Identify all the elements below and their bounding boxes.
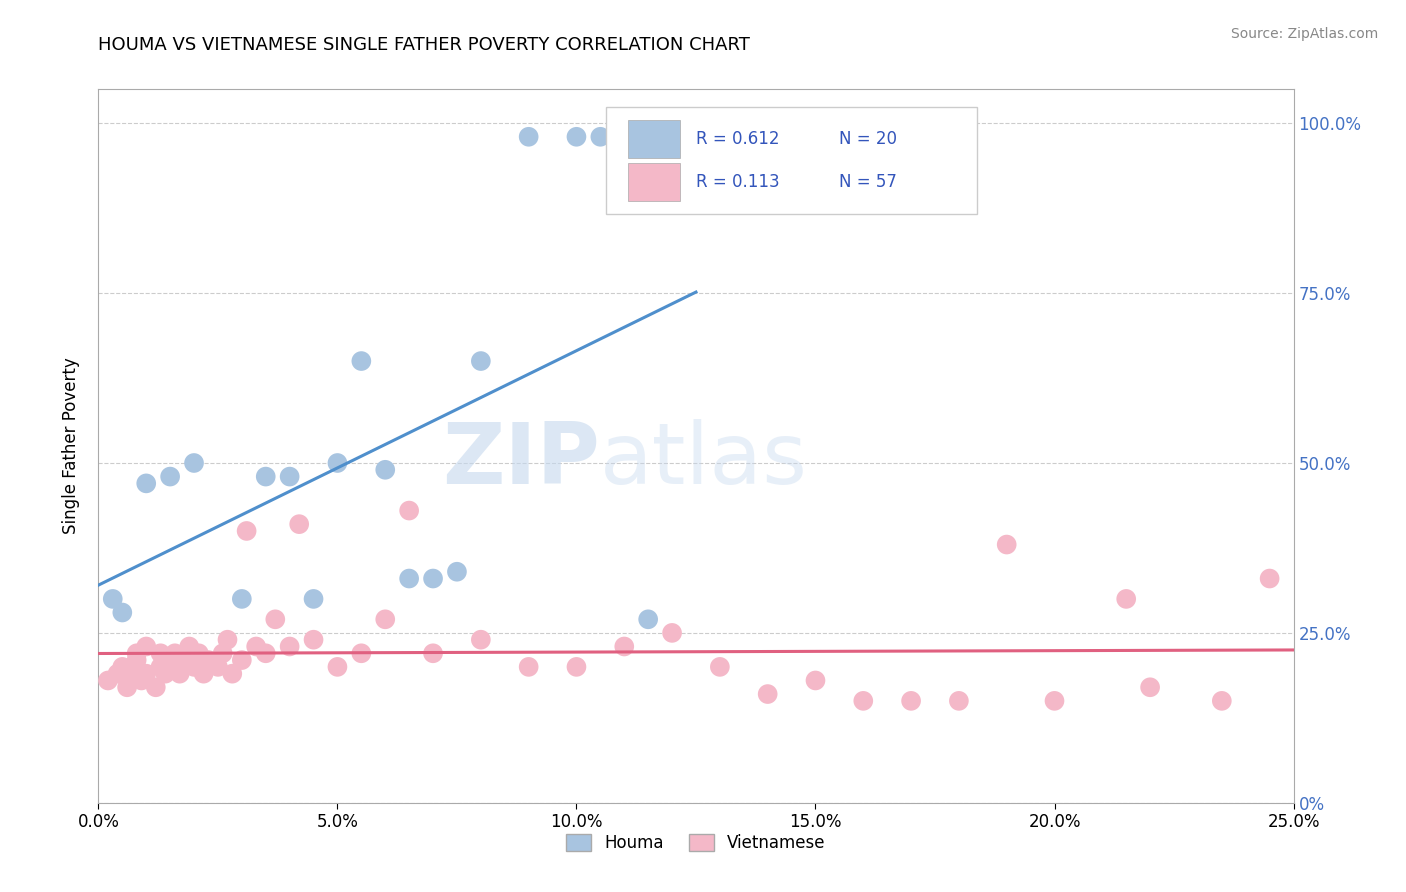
- Point: [211, 646, 233, 660]
- Point: [1115, 591, 1137, 606]
- Point: [446, 565, 468, 579]
- Text: atlas: atlas: [600, 418, 808, 502]
- Point: [422, 572, 444, 586]
- Point: [995, 537, 1018, 551]
- Point: [169, 666, 191, 681]
- Point: [245, 640, 267, 654]
- Point: [125, 646, 148, 660]
- Point: [326, 456, 349, 470]
- Point: [183, 660, 205, 674]
- Point: [107, 666, 129, 681]
- Point: [1211, 694, 1233, 708]
- Point: [613, 640, 636, 654]
- Point: [288, 517, 311, 532]
- Point: [756, 687, 779, 701]
- Point: [350, 646, 373, 660]
- Point: [637, 612, 659, 626]
- Point: [207, 660, 229, 674]
- Point: [111, 606, 134, 620]
- Point: [179, 640, 201, 654]
- Text: ZIP: ZIP: [443, 418, 600, 502]
- Text: R = 0.612: R = 0.612: [696, 130, 779, 148]
- Point: [1258, 572, 1281, 586]
- Point: [326, 660, 349, 674]
- Point: [217, 632, 239, 647]
- FancyBboxPatch shape: [628, 162, 681, 202]
- Text: N = 57: N = 57: [839, 173, 897, 191]
- Point: [565, 660, 588, 674]
- Point: [121, 666, 143, 681]
- Point: [125, 653, 148, 667]
- Point: [374, 463, 396, 477]
- Y-axis label: Single Father Poverty: Single Father Poverty: [62, 358, 80, 534]
- Point: [97, 673, 120, 688]
- Point: [221, 666, 243, 681]
- Point: [235, 524, 257, 538]
- Point: [159, 469, 181, 483]
- Point: [254, 469, 277, 483]
- Point: [135, 666, 157, 681]
- Point: [278, 469, 301, 483]
- Point: [948, 694, 970, 708]
- Point: [350, 354, 373, 368]
- Point: [517, 660, 540, 674]
- Point: [163, 646, 186, 660]
- Text: R = 0.113: R = 0.113: [696, 173, 779, 191]
- Point: [231, 653, 253, 667]
- Point: [197, 653, 219, 667]
- Point: [398, 503, 420, 517]
- Point: [135, 476, 157, 491]
- Legend: Houma, Vietnamese: Houma, Vietnamese: [560, 827, 832, 859]
- Point: [470, 354, 492, 368]
- Point: [173, 653, 195, 667]
- Point: [900, 694, 922, 708]
- Point: [302, 632, 325, 647]
- Text: Source: ZipAtlas.com: Source: ZipAtlas.com: [1230, 27, 1378, 41]
- Point: [115, 680, 138, 694]
- Point: [852, 694, 875, 708]
- FancyBboxPatch shape: [628, 120, 681, 159]
- Point: [661, 626, 683, 640]
- Point: [187, 646, 209, 660]
- Point: [149, 660, 172, 674]
- Point: [589, 129, 612, 144]
- Point: [804, 673, 827, 688]
- Point: [709, 660, 731, 674]
- Point: [264, 612, 287, 626]
- Point: [131, 673, 153, 688]
- Point: [1139, 680, 1161, 694]
- Point: [193, 666, 215, 681]
- Point: [422, 646, 444, 660]
- Point: [278, 640, 301, 654]
- Text: N = 20: N = 20: [839, 130, 897, 148]
- Point: [302, 591, 325, 606]
- Point: [183, 456, 205, 470]
- Point: [254, 646, 277, 660]
- Point: [398, 572, 420, 586]
- Point: [470, 632, 492, 647]
- Point: [517, 129, 540, 144]
- Point: [111, 660, 134, 674]
- Point: [149, 646, 172, 660]
- Point: [155, 666, 177, 681]
- Text: HOUMA VS VIETNAMESE SINGLE FATHER POVERTY CORRELATION CHART: HOUMA VS VIETNAMESE SINGLE FATHER POVERT…: [98, 36, 751, 54]
- Point: [374, 612, 396, 626]
- FancyBboxPatch shape: [606, 107, 977, 214]
- Point: [135, 640, 157, 654]
- Point: [101, 591, 124, 606]
- Point: [565, 129, 588, 144]
- Point: [145, 680, 167, 694]
- Point: [1043, 694, 1066, 708]
- Point: [231, 591, 253, 606]
- Point: [159, 660, 181, 674]
